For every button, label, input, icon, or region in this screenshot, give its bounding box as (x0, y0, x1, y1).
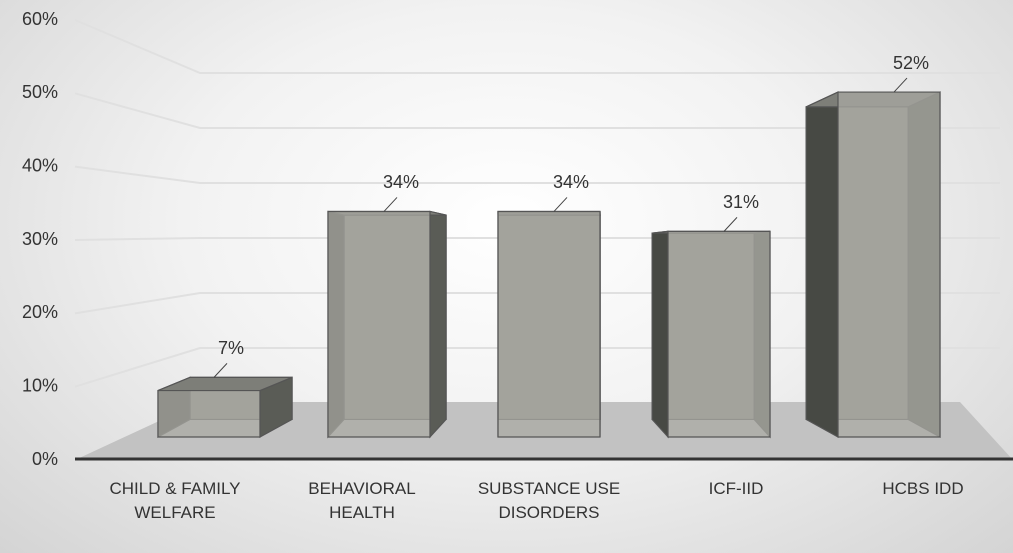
x-tick-label: BEHAVIORAL HEALTH (308, 479, 416, 522)
leader-line (893, 77, 908, 93)
leader-line (723, 217, 738, 232)
leader-line (553, 197, 568, 212)
value-label: 34% (383, 172, 419, 192)
x-tick-label: CHILD & FAMILY WELFARE (109, 479, 241, 522)
y-tick-label: 30% (22, 229, 58, 249)
y-tick-label: 40% (22, 155, 58, 175)
bar (327, 210, 431, 438)
grid-line (74, 165, 1000, 184)
bar-side (429, 210, 447, 439)
bar (837, 91, 941, 438)
x-tick-label: SUBSTANCE USE DISORDERS (477, 479, 621, 522)
y-tick-label: 60% (22, 9, 58, 29)
value-label: 34% (553, 172, 589, 192)
bar (667, 230, 771, 438)
grid-line (74, 19, 1000, 74)
y-tick-label: 10% (22, 375, 58, 395)
value-label: 52% (893, 53, 929, 73)
bar (157, 389, 261, 438)
bar-side (805, 91, 839, 439)
value-label: 7% (218, 338, 244, 358)
leader-line (213, 363, 228, 378)
bar-side (651, 230, 669, 439)
y-tick-label: 50% (22, 82, 58, 102)
x-tick-label: HCBS IDD (882, 479, 964, 498)
grid-line (74, 92, 1000, 129)
leader-line (383, 197, 398, 212)
bar (497, 210, 601, 438)
y-tick-label: 0% (32, 449, 58, 469)
x-tick-label: ICF-IID (708, 479, 764, 498)
value-label: 31% (723, 192, 759, 212)
y-tick-label: 20% (22, 302, 58, 322)
